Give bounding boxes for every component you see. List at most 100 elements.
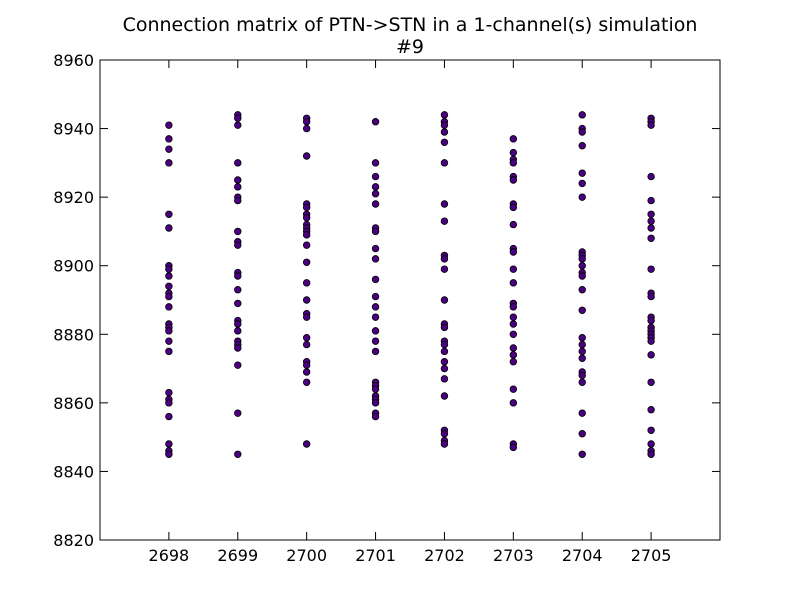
scatter-point bbox=[509, 176, 518, 184]
scatter-point bbox=[440, 430, 449, 438]
scatter-point bbox=[302, 296, 311, 304]
scatter-point bbox=[165, 135, 173, 143]
scatter-point bbox=[165, 272, 173, 280]
scatter-point bbox=[647, 378, 655, 386]
scatter-point bbox=[440, 111, 449, 119]
scatter-point bbox=[165, 265, 173, 273]
scatter-point bbox=[509, 159, 518, 167]
scatter-point bbox=[509, 135, 518, 143]
scatter-point bbox=[440, 138, 449, 146]
scatter-point bbox=[165, 159, 173, 167]
y-tick-label: 8920 bbox=[53, 188, 94, 207]
y-tick-label: 8820 bbox=[53, 531, 94, 550]
scatter-point bbox=[440, 296, 449, 304]
scatter-point bbox=[371, 313, 380, 321]
x-tick-label: 2703 bbox=[493, 546, 534, 565]
scatter-point bbox=[165, 388, 173, 397]
scatter-point bbox=[578, 430, 586, 438]
scatter-point bbox=[302, 214, 311, 222]
scatter-point bbox=[234, 320, 242, 328]
scatter-point bbox=[302, 152, 311, 160]
scatter-point bbox=[647, 224, 655, 232]
plot-area bbox=[99, 59, 721, 541]
scatter-point bbox=[440, 358, 449, 366]
scatter-point bbox=[234, 409, 242, 417]
scatter-point bbox=[578, 340, 586, 349]
scatter-point bbox=[371, 412, 380, 421]
scatter-point bbox=[509, 443, 518, 452]
scatter-point bbox=[234, 121, 242, 129]
chart-title: Connection matrix of PTN->STN in a 1-cha… bbox=[123, 14, 698, 36]
scatter-point bbox=[578, 255, 586, 263]
scatter-point bbox=[578, 371, 586, 380]
scatter-point bbox=[371, 385, 380, 393]
scatter-point bbox=[371, 118, 380, 126]
scatter-point bbox=[371, 347, 380, 356]
scatter-point bbox=[302, 378, 311, 386]
scatter-point bbox=[302, 258, 311, 266]
scatter-point bbox=[234, 299, 242, 308]
scatter-point bbox=[647, 217, 655, 225]
scatter-point bbox=[234, 114, 242, 122]
scatter-point bbox=[440, 128, 449, 136]
scatter-point bbox=[578, 378, 586, 386]
scatter-point bbox=[165, 292, 173, 301]
scatter-point bbox=[509, 248, 518, 256]
scatter-point bbox=[165, 303, 173, 311]
scatter-point bbox=[440, 255, 449, 263]
scatter-point bbox=[302, 231, 311, 239]
scatter-point bbox=[578, 306, 586, 314]
scatter-point bbox=[165, 282, 173, 290]
scatter-point bbox=[302, 340, 311, 349]
y-tick-label: 8880 bbox=[53, 325, 94, 344]
x-tick-label: 2699 bbox=[217, 546, 258, 565]
scatter-point bbox=[440, 121, 449, 129]
scatter-point bbox=[371, 159, 380, 167]
axis-ticks: 2698 2699 2700 2701 2702 2703 2704 2705 8820 8840… bbox=[53, 51, 720, 565]
scatter-point bbox=[509, 385, 518, 393]
scatter-point bbox=[509, 203, 518, 212]
scatter-point bbox=[165, 440, 173, 448]
y-tick-label: 8900 bbox=[53, 257, 94, 276]
scatter-point bbox=[509, 351, 518, 359]
scatter-point bbox=[440, 347, 449, 356]
scatter-point bbox=[302, 124, 311, 133]
y-tick-label: 8960 bbox=[53, 51, 94, 70]
scatter-point bbox=[440, 159, 449, 167]
scatter-point bbox=[234, 272, 242, 280]
scatter-point bbox=[371, 172, 380, 181]
y-tick-label: 8840 bbox=[53, 462, 94, 481]
scatter-point bbox=[578, 111, 586, 119]
scatter-point bbox=[578, 450, 586, 458]
scatter-point bbox=[440, 217, 449, 225]
scatter-point bbox=[440, 392, 449, 400]
scatter-point bbox=[440, 440, 449, 448]
scatter-point bbox=[234, 361, 242, 369]
scatter-point bbox=[165, 210, 173, 218]
scatter-point bbox=[165, 347, 173, 356]
scatter-point bbox=[234, 227, 242, 236]
scatter-point bbox=[509, 358, 518, 366]
scatter-point bbox=[509, 313, 518, 321]
scatter-point bbox=[165, 450, 173, 458]
x-tick-label: 2702 bbox=[424, 546, 465, 565]
scatter-point bbox=[509, 344, 518, 352]
scatter-point bbox=[509, 148, 518, 157]
scatter-point bbox=[647, 426, 655, 434]
scatter-point bbox=[509, 399, 518, 407]
scatter-point bbox=[371, 255, 380, 263]
scatter-point bbox=[647, 234, 655, 242]
x-tick-label: 2705 bbox=[631, 546, 672, 565]
scatter-point bbox=[509, 330, 518, 338]
scatter-point bbox=[165, 327, 173, 335]
scatter-point bbox=[647, 450, 655, 458]
data-points bbox=[165, 111, 655, 458]
scatter-point bbox=[302, 279, 311, 287]
scatter-point bbox=[302, 118, 311, 126]
scatter-point bbox=[647, 337, 655, 345]
scatter-point bbox=[165, 399, 173, 407]
scatter-point bbox=[234, 241, 242, 249]
scatter-point bbox=[509, 279, 518, 287]
scatter-point bbox=[302, 241, 311, 249]
